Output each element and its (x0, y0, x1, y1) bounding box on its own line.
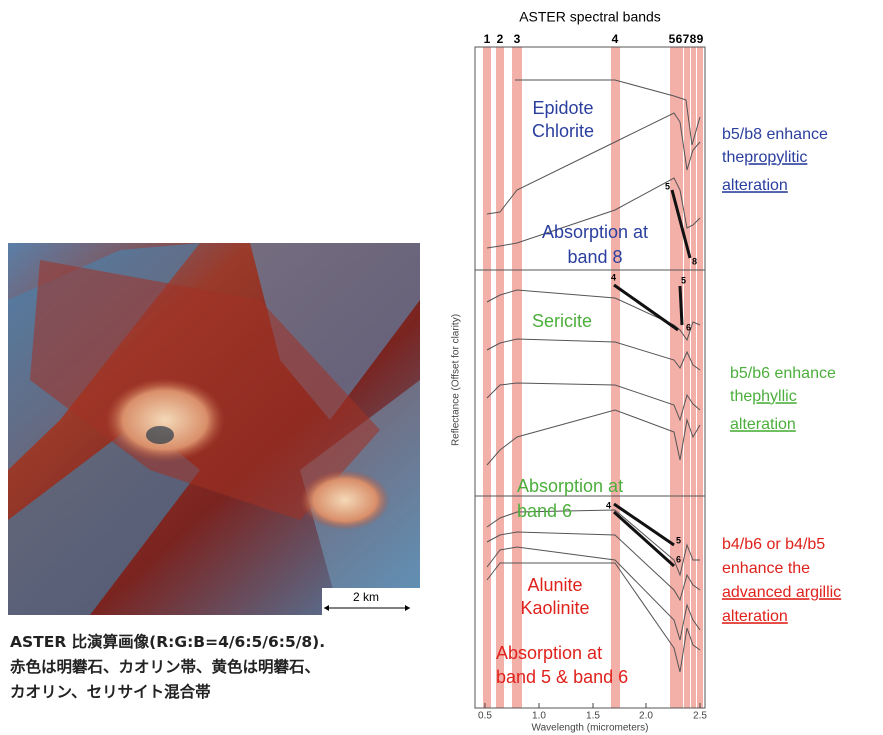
mineral-label: Alunite (527, 575, 582, 595)
caption-line: カオリン、セリサイト混合帯 (10, 680, 211, 702)
plot-title: ASTER spectral bands (519, 9, 661, 25)
scale-label: 2 km (353, 590, 379, 604)
note-line: b5/b6 enhance (730, 365, 836, 382)
band-stripes (483, 47, 703, 708)
band-number: 8 (690, 32, 697, 46)
band-number: 3 (514, 32, 521, 46)
x-tick-label: 1.0 (532, 711, 546, 722)
note-line: b4/b6 or b4/b5 (722, 536, 825, 553)
note-line: b5/b8 enhance (722, 126, 828, 143)
band-number: 4 (612, 32, 619, 46)
curve-mark: 6 (676, 554, 681, 564)
note-line: the (730, 388, 752, 405)
band-number: 7 (683, 32, 690, 46)
band-number: 1 (484, 32, 491, 46)
curve-mark: 4 (606, 500, 611, 510)
x-tick-label: 0.5 (478, 711, 492, 722)
note-line: phyllic (752, 388, 796, 405)
x-tick-label: 1.5 (586, 711, 600, 722)
figure: 2 km (0, 0, 883, 735)
absorption-label: band 5 & band 6 (496, 667, 628, 687)
note-line: enhance the (722, 560, 810, 577)
curve-mark: 8 (692, 256, 697, 266)
note-line: alteration (722, 177, 788, 194)
spectral-plot (475, 47, 705, 708)
absorption-label: Absorption at (542, 222, 648, 242)
caption-line: ASTER 比演算画像(R:G:B=4/6:5/6:5/8). (10, 630, 325, 652)
caption-line: 赤色は明礬石、カオリン帯、黄色は明礬石、 (10, 655, 320, 677)
curve-mark: 4 (611, 272, 616, 282)
note-line: alteration (730, 416, 796, 433)
figure-svg: 2 km (0, 0, 883, 735)
y-axis-label: Reflectance (Offset for clarity) (451, 314, 462, 446)
note-line: alteration (722, 608, 788, 625)
mineral-label: Chlorite (532, 121, 594, 141)
mineral-label: Epidote (532, 98, 593, 118)
curve-mark: 6 (686, 322, 691, 332)
note-line: the (722, 149, 744, 166)
note-line: propylitic (744, 149, 807, 166)
absorption-label: Absorption at (517, 476, 623, 496)
curve-mark: 5 (676, 535, 681, 545)
band-number: 9 (697, 32, 704, 46)
x-tick-label: 2.0 (639, 711, 653, 722)
mineral-label: Sericite (532, 311, 592, 331)
curve-mark: 5 (665, 181, 670, 191)
mineral-label: Kaolinite (520, 598, 589, 618)
note-line: advanced argillic (722, 584, 841, 601)
satellite-image: 2 km (8, 243, 420, 615)
absorption-label: band 6 (517, 501, 572, 521)
band-number: 2 (497, 32, 504, 46)
x-tick-label: 2.5 (693, 711, 707, 722)
absorption-label: Absorption at (496, 643, 602, 663)
curve-mark: 5 (681, 275, 686, 285)
band-number: 6 (676, 32, 683, 46)
x-axis-label: Wavelength (micrometers) (532, 723, 649, 734)
band-number: 5 (669, 32, 676, 46)
absorption-label: band 8 (567, 247, 622, 267)
